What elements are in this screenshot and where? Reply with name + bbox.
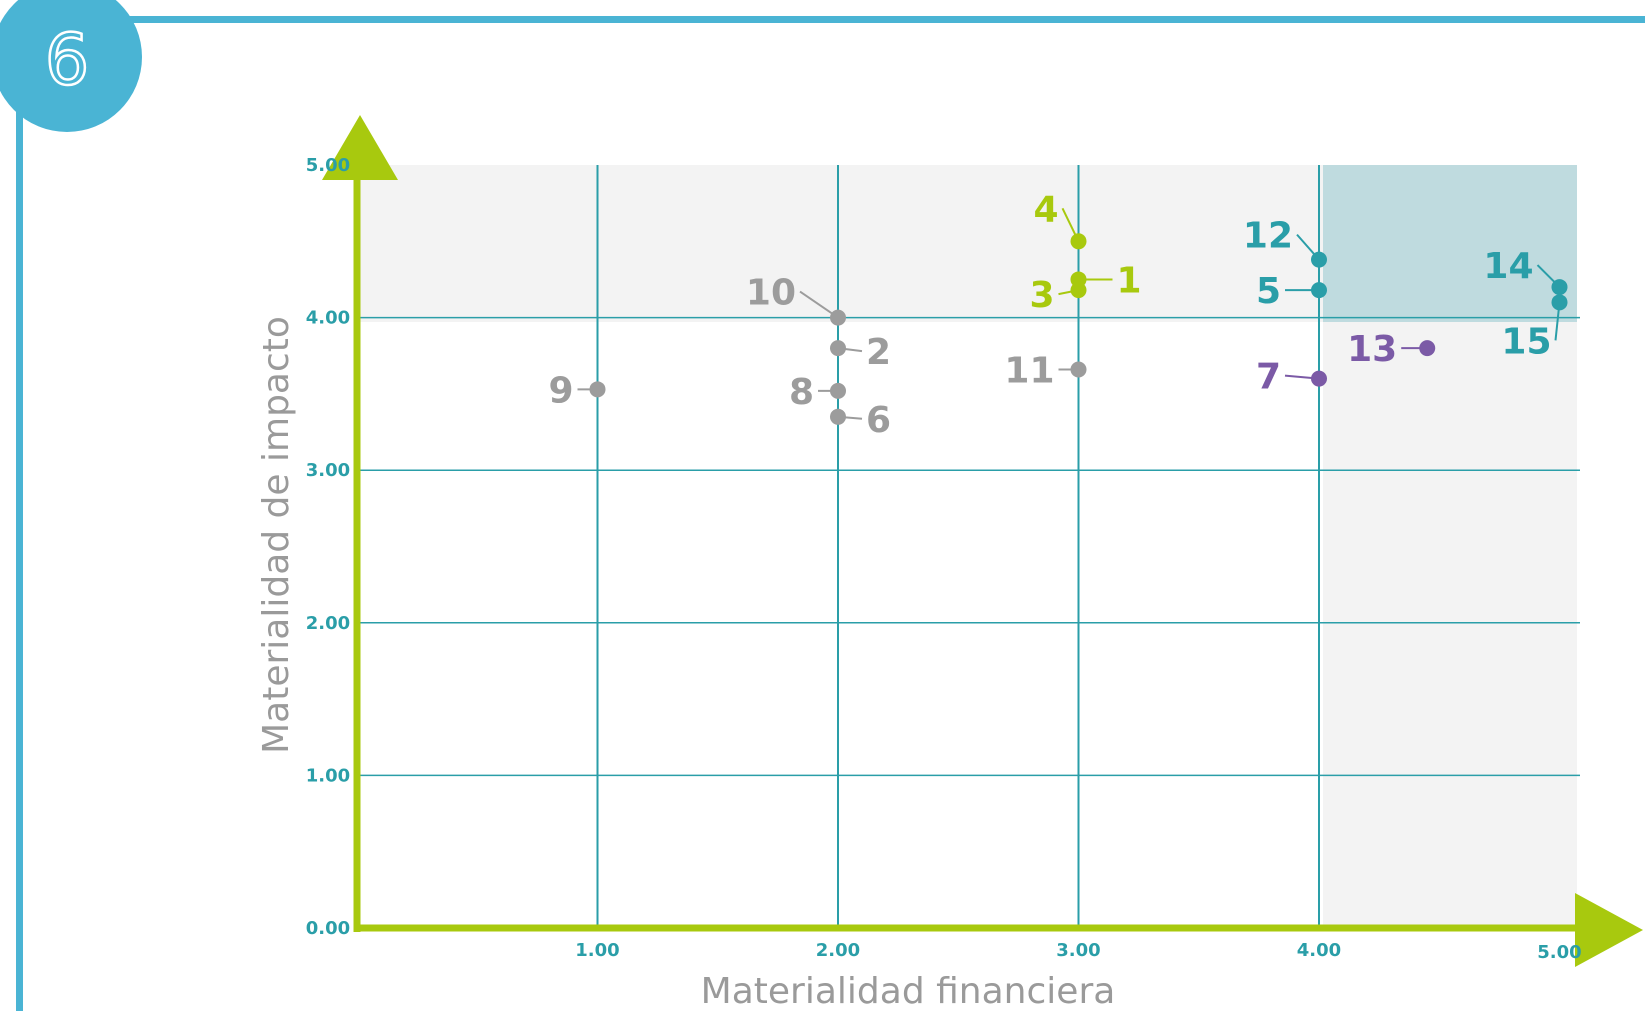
data-point <box>830 340 846 357</box>
data-point <box>1070 282 1087 299</box>
data-point <box>1419 340 1436 357</box>
data-point-label: 1 <box>1117 260 1142 301</box>
data-point <box>1551 279 1568 296</box>
y-tick-label: 2.00 <box>306 613 350 634</box>
x-axis-arrow <box>1575 893 1643 967</box>
data-point-label: 4 <box>1033 189 1058 230</box>
data-point-label: 7 <box>1256 357 1281 398</box>
x-axis-title: Materialidad financiera <box>701 971 1116 1011</box>
data-point-label: 12 <box>1243 216 1293 257</box>
y-axis-title: Materialidad de impacto <box>256 316 297 754</box>
data-point-label: 10 <box>746 273 796 314</box>
data-point <box>1311 251 1327 268</box>
frame-top-line <box>80 16 1645 23</box>
x-tick-label: 4.00 <box>1297 940 1341 961</box>
x-tick-label: 1.00 <box>575 940 619 961</box>
data-point-label: 8 <box>789 372 814 413</box>
data-point <box>830 309 846 326</box>
y-axis-arrow <box>322 115 398 180</box>
data-point <box>1311 370 1327 387</box>
data-point <box>1070 361 1087 378</box>
data-point <box>589 381 606 398</box>
x-tick-label: 5.00 <box>1537 942 1581 963</box>
x-tick-label: 3.00 <box>1056 940 1100 961</box>
data-point-label: 5 <box>1256 271 1281 312</box>
priority-zone <box>1323 165 1577 322</box>
data-point-label: 15 <box>1501 321 1551 362</box>
y-tick-label: 1.00 <box>306 765 350 786</box>
data-point-label: 9 <box>548 370 573 411</box>
data-point <box>830 408 846 425</box>
section-badge <box>0 0 142 132</box>
frame-left-line <box>16 60 23 1011</box>
y-tick-label: 0.00 <box>306 918 350 939</box>
section-badge-number: 6 <box>45 19 90 101</box>
data-point-label: 6 <box>866 400 891 441</box>
tick-labels: 1.00 2.00 3.00 4.00 5.00 0.00 1.00 2.00 3.00 4.00… <box>306 155 1582 963</box>
data-point-label: 14 <box>1483 246 1533 287</box>
data-point-label: 2 <box>866 332 891 373</box>
data-point <box>830 382 846 399</box>
data-point <box>1070 233 1087 250</box>
data-point <box>1311 282 1327 299</box>
y-tick-label: 4.00 <box>306 308 350 329</box>
data-point-label: 3 <box>1029 275 1054 316</box>
data-point-label: 13 <box>1347 329 1397 370</box>
data-point <box>1551 294 1568 311</box>
x-tick-label: 2.00 <box>816 940 860 961</box>
y-tick-label: 3.00 <box>306 460 350 481</box>
y-tick-label: 5.00 <box>306 155 350 176</box>
data-point-label: 11 <box>1004 350 1054 391</box>
